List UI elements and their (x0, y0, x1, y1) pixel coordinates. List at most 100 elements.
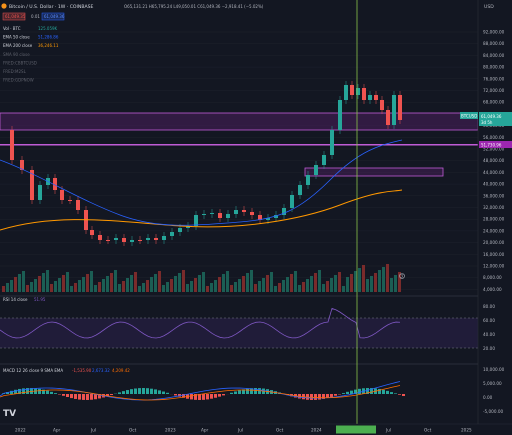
rsi-axis-labels: 80.00 60.00 40.00 20.00 (483, 304, 495, 351)
volume-bar (386, 264, 389, 292)
volume-bar (194, 278, 197, 292)
candle-body (90, 230, 94, 235)
candle-body (282, 208, 286, 215)
volume-bar (246, 273, 249, 292)
price-tick-label: 76,000.00 (483, 76, 505, 81)
level-badge (479, 141, 512, 148)
volume-bar (182, 270, 185, 292)
rsi-band (0, 318, 478, 348)
price-tick-label: 72,000.00 (483, 88, 505, 93)
volume-bar (346, 277, 349, 292)
volume-bar (150, 277, 153, 292)
time-tick-label: 2024 (311, 428, 322, 433)
price-tick-label: 88,000.00 (483, 41, 505, 46)
price-tick-label: 80,000.00 (483, 65, 505, 70)
bitcoin-logo-icon (1, 3, 7, 9)
macd-bar (30, 388, 33, 394)
symbol-badge (460, 112, 478, 119)
price-tick-label: 8,000.00 (483, 275, 502, 280)
macd-bar (66, 394, 69, 398)
currency-label[interactable]: USD (484, 4, 494, 10)
rsi-tick-label: 60.00 (483, 318, 495, 323)
volume-bar (138, 286, 141, 292)
buy-button[interactable] (41, 12, 65, 21)
candle-body (322, 155, 326, 165)
time-tick-label: Jul (385, 428, 391, 433)
resistance-zone[interactable] (0, 112, 479, 131)
volume-alert-count: 3 (401, 273, 404, 278)
indicator-label[interactable]: FRED:M2SL (3, 69, 27, 74)
price-tick-label: 92,000.00 (483, 30, 505, 35)
volume-bar (362, 265, 365, 292)
candle-body (330, 130, 334, 155)
time-tick-label: Oct (276, 428, 284, 433)
macd-bar (166, 392, 169, 394)
sell-button[interactable] (2, 12, 26, 21)
price-axis-labels: 92,000.00 88,000.00 84,000.00 80,000.00 76,0… (483, 30, 505, 292)
tradingview-logo[interactable]: TV (3, 409, 16, 419)
volume-bar (330, 278, 333, 292)
price-tick-label: 84,000.00 (483, 53, 505, 58)
volume-bar (222, 274, 225, 292)
volume-bar (382, 267, 385, 292)
volume-bar (334, 275, 337, 292)
macd-bar (82, 394, 85, 400)
rsi-tick-label: 40.00 (483, 332, 495, 337)
candle-body (386, 110, 390, 125)
candle-body (202, 214, 206, 215)
indicator-label[interactable]: Vol · BTC (3, 26, 21, 31)
candle-body (398, 95, 402, 120)
price-tick-label: 16,000.00 (483, 252, 505, 257)
volume-bar (30, 282, 33, 292)
symbol-badge-label: BTCUSD (461, 114, 477, 119)
candle-body (30, 170, 34, 200)
macd-bar (218, 394, 221, 397)
macd-label[interactable]: MACD 12 26 close 9 SMA EMA (3, 368, 63, 373)
volume-bar (242, 276, 245, 292)
candle-body (122, 238, 126, 242)
macd-bar (62, 394, 65, 396)
indicator-label[interactable]: SMA 90 close (3, 52, 30, 57)
macd-bar (366, 388, 369, 394)
volume-bar (154, 274, 157, 292)
volume-bar (58, 278, 61, 292)
volume-bar (266, 275, 269, 292)
price-tick-label: 4,000.00 (483, 287, 502, 292)
candle-body (344, 85, 348, 100)
indicator-label[interactable]: FRED:CBBTCUSD (3, 60, 37, 65)
volume-histogram (2, 264, 401, 292)
macd-bar (390, 392, 393, 394)
volume-alert-icon[interactable] (399, 273, 405, 279)
indicator-label[interactable]: EMA 50 close (3, 35, 30, 40)
volume-bar (202, 272, 205, 292)
indicator-value: 36,246.11 (38, 43, 59, 48)
candle-body (298, 185, 302, 195)
cursor-date-badge (336, 425, 376, 434)
price-axis[interactable] (478, 0, 512, 424)
volume-bar (354, 271, 357, 292)
macd-bar (206, 394, 209, 400)
candle-body (218, 213, 222, 218)
volume-bar (282, 280, 285, 292)
volume-bar (258, 281, 261, 292)
indicator-label[interactable]: FRED:GDPNOW (3, 78, 34, 83)
ohlc-readout: O65,131.21 H65,795.24 L49,050.01 C61,049… (124, 4, 264, 9)
volume-bar (322, 284, 325, 292)
macd-bar (246, 388, 249, 394)
volume-bar (98, 282, 101, 292)
last-price-value: 61,049.36 (481, 114, 502, 119)
indicator-label[interactable]: EMA 200 close (3, 43, 33, 48)
rsi-label[interactable]: RSI 14 close (3, 297, 28, 302)
volume-bar (278, 283, 281, 292)
time-axis[interactable] (0, 424, 512, 435)
candle-body (170, 232, 174, 236)
demand-zone[interactable] (304, 167, 444, 177)
macd-bar (10, 390, 13, 394)
volume-bar (34, 279, 37, 292)
volume-bar (306, 279, 309, 292)
support-level-line[interactable] (0, 144, 478, 146)
volume-bar (74, 283, 77, 292)
symbol-title[interactable]: Bitcoin / U.S. Dollar · 1W · COINBASE (9, 4, 94, 10)
candle-body (114, 238, 118, 240)
